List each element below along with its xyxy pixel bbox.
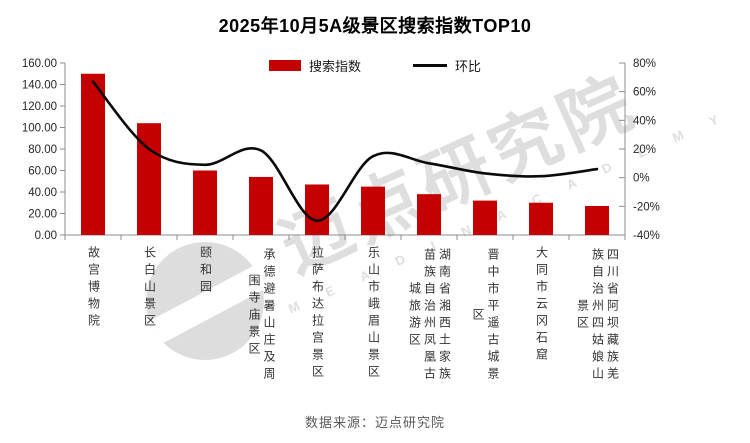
y-axis-right-tick-label: 60%	[633, 87, 656, 99]
y-axis-right-tick-label: -20%	[633, 201, 660, 213]
y-axis-left-tick-label: 120.00	[22, 101, 57, 113]
chart-title: 2025年10月5A级景区搜索指数TOP10	[218, 16, 532, 36]
legend-item-mom: 环比	[413, 56, 481, 75]
bar-搜索指数	[305, 184, 329, 235]
y-axis-left-tick-label: 60.00	[28, 166, 57, 178]
y-axis-right-tick-label: 20%	[633, 144, 656, 156]
legend-item-search-index: 搜索指数	[268, 56, 361, 75]
bar-搜索指数	[417, 194, 441, 235]
bar-搜索指数	[361, 186, 385, 235]
y-axis-left-tick-label: 0.00	[35, 230, 57, 242]
bar-搜索指数	[529, 202, 553, 235]
y-axis-left-tick-label: 40.00	[28, 187, 57, 199]
y-axis-right-tick-label: 0%	[633, 173, 650, 185]
legend-line-swatch	[413, 64, 447, 67]
y-axis-left-tick-label: 80.00	[28, 144, 57, 156]
y-axis-right-tick-label: -40%	[633, 230, 660, 242]
bar-搜索指数	[249, 176, 273, 235]
bar-搜索指数	[585, 205, 609, 235]
legend-bar-label: 搜索指数	[308, 59, 361, 74]
legend: 搜索指数 环比	[0, 56, 750, 75]
y-axis-left-tick-label: 140.00	[22, 80, 57, 92]
bar-搜索指数	[473, 200, 497, 235]
legend-line-label: 环比	[455, 59, 482, 74]
trend-line-环比	[91, 80, 599, 223]
y-axis-right-tick-label: 40%	[633, 115, 656, 127]
source-note: 数据来源：迈点研究院	[304, 415, 445, 430]
bar-搜索指数	[81, 73, 105, 235]
y-axis-left-tick-label: 100.00	[22, 123, 57, 135]
y-axis-right-tick-label: 80%	[633, 58, 656, 70]
bar-搜索指数	[193, 170, 217, 235]
y-axis-left-tick-label: 160.00	[22, 58, 57, 70]
legend-bar-swatch	[268, 60, 301, 71]
y-axis-left-tick-label: 20.00	[28, 209, 57, 221]
